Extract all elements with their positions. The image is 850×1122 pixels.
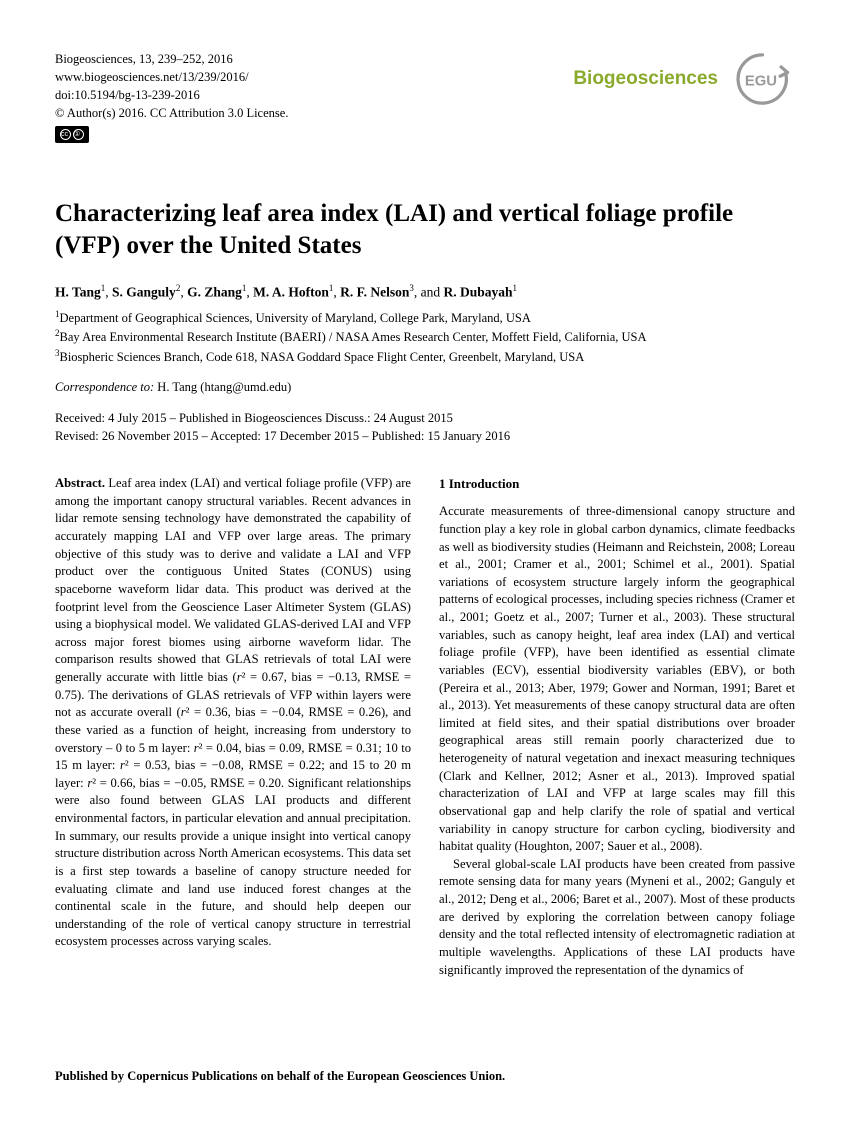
- intro-paragraph-1: Accurate measurements of three-dimension…: [439, 503, 795, 856]
- header-logos: Biogeosciences EGU Open Access: [573, 50, 795, 108]
- publication-dates: Received: 4 July 2015 – Published in Bio…: [55, 409, 795, 445]
- dates-line2: Revised: 26 November 2015 – Accepted: 17…: [55, 427, 795, 445]
- page-header: Biogeosciences, 13, 239–252, 2016 www.bi…: [55, 50, 795, 143]
- copyright: © Author(s) 2016. CC Attribution 3.0 Lic…: [55, 104, 288, 122]
- dates-line1: Received: 4 July 2015 – Published in Bio…: [55, 409, 795, 427]
- paper-title: Characterizing leaf area index (LAI) and…: [55, 198, 795, 263]
- egu-logo-icon: EGU Open Access: [730, 50, 795, 108]
- journal-citation: Biogeosciences, 13, 239–252, 2016: [55, 50, 288, 68]
- doi: doi:10.5194/bg-13-239-2016: [55, 86, 288, 104]
- page-footer: Published by Copernicus Publications on …: [55, 1069, 505, 1084]
- affiliation-2: 2Bay Area Environmental Research Institu…: [55, 327, 795, 346]
- abstract-label: Abstract.: [55, 476, 105, 490]
- header-meta: Biogeosciences, 13, 239–252, 2016 www.bi…: [55, 50, 288, 143]
- left-column: Abstract. Leaf area index (LAI) and vert…: [55, 475, 411, 979]
- abstract-text: Leaf area index (LAI) and vertical folia…: [55, 476, 411, 948]
- right-column: 1 Introduction Accurate measurements of …: [439, 475, 795, 979]
- authors: H. Tang1, S. Ganguly2, G. Zhang1, M. A. …: [55, 283, 795, 301]
- body-columns: Abstract. Leaf area index (LAI) and vert…: [55, 475, 795, 979]
- intro-heading: 1 Introduction: [439, 475, 795, 493]
- journal-name: Biogeosciences: [573, 68, 718, 90]
- journal-url: www.biogeosciences.net/13/239/2016/: [55, 68, 288, 86]
- correspondence: Correspondence to: H. Tang (htang@umd.ed…: [55, 380, 795, 395]
- abstract: Abstract. Leaf area index (LAI) and vert…: [55, 475, 411, 951]
- svg-text:EGU: EGU: [745, 74, 777, 90]
- affiliations: 1Department of Geographical Sciences, Un…: [55, 308, 795, 366]
- cc-license-badge: cc①: [55, 126, 89, 143]
- affiliation-1: 1Department of Geographical Sciences, Un…: [55, 308, 795, 327]
- intro-paragraph-2: Several global-scale LAI products have b…: [439, 856, 795, 979]
- affiliation-3: 3Biospheric Sciences Branch, Code 618, N…: [55, 347, 795, 366]
